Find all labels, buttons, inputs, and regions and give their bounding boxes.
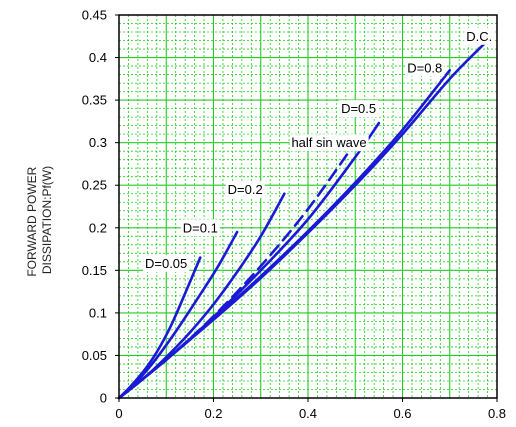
series-group xyxy=(117,39,489,400)
y-tick-label: 0.35 xyxy=(82,93,107,108)
x-tick-label: 0.2 xyxy=(204,406,222,421)
annotation-bg-d-0-8 xyxy=(405,59,445,77)
x-axis-ticks: 0 0.2 0.4 0.6 0.8 xyxy=(115,398,506,421)
annotation-d-0-8: D=0.8 xyxy=(407,60,442,75)
y-tick-label: 0.25 xyxy=(82,178,107,193)
annotation-bg-d-0-05 xyxy=(142,255,190,273)
annotation-d-0-5: D=0.5 xyxy=(341,101,376,116)
y-tick-label: 0 xyxy=(100,391,107,406)
y-axis-ticks: 0 0.05 0.1 0.15 0.2 0.25 0.3 0.35 0.4 0.45 xyxy=(82,8,119,406)
series-line-d-c xyxy=(117,39,489,400)
x-tick-label: 0.4 xyxy=(299,406,317,421)
y-axis-label: FORWARD POWER DISSIPATION:Pf(W) xyxy=(25,163,54,276)
annotation-d-0-1: D=0.1 xyxy=(183,220,218,235)
annotation-d-0-05: D=0.05 xyxy=(145,256,187,271)
y-axis-label-line-2: DISSIPATION:Pf(W) xyxy=(40,166,54,274)
annotation-bg-d-0-1 xyxy=(180,219,220,237)
x-tick-label: 0 xyxy=(115,406,122,421)
y-tick-label: 0.3 xyxy=(89,135,107,150)
y-tick-label: 0.45 xyxy=(82,8,107,23)
annotation-d-c: D.C. xyxy=(466,29,492,44)
y-tick-label: 0.2 xyxy=(89,220,107,235)
y-axis-label-line-1: FORWARD POWER xyxy=(25,166,39,276)
y-tick-label: 0.15 xyxy=(82,263,107,278)
annotation-bg-d-0-5 xyxy=(339,100,379,118)
x-tick-label: 0.8 xyxy=(488,406,506,421)
y-tick-label: 0.05 xyxy=(82,348,107,363)
annotation-bg-d-0-2 xyxy=(225,180,265,198)
grid xyxy=(119,15,497,398)
annotations-group: D=0.05 D=0.1 D=0.2 half sin wave D=0.5 D=0.8 D… xyxy=(142,27,495,273)
x-tick-label: 0.6 xyxy=(393,406,411,421)
series-line-d-0-8 xyxy=(117,69,452,400)
y-tick-label: 0.1 xyxy=(89,305,107,320)
annotation-bg-d-c xyxy=(464,27,495,45)
annotation-d-0-2: D=0.2 xyxy=(228,182,263,197)
annotation-half-sin-wave: half sin wave xyxy=(291,135,366,150)
y-tick-label: 0.4 xyxy=(89,50,107,65)
annotation-bg-half-sin-wave xyxy=(289,134,369,152)
